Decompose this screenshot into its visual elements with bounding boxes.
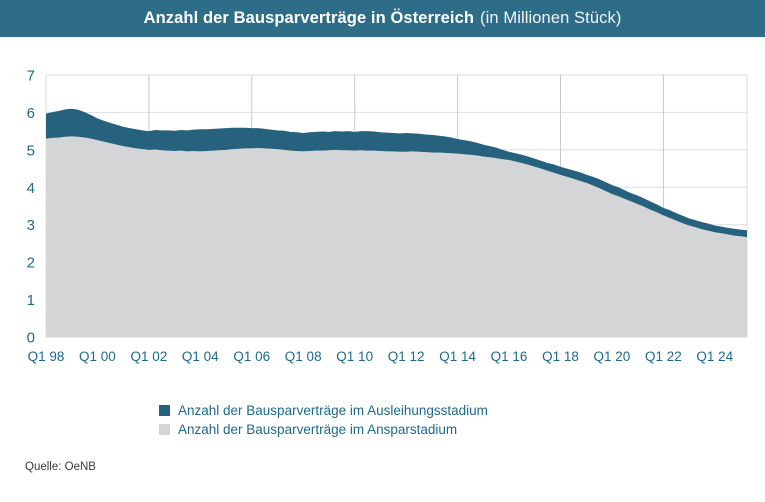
legend-item-ansparstadium: Anzahl der Bausparverträge im Ansparstad…: [159, 420, 488, 439]
chart-title: Anzahl der Bausparverträge in Österreich: [143, 9, 475, 27]
legend-item-ausleihungsstadium: Anzahl der Bausparverträge im Ausleihung…: [159, 401, 488, 420]
chart-title-bar: Anzahl der Bausparverträge in Österreich…: [0, 0, 765, 37]
x-tick-label: Q1 00: [79, 349, 116, 364]
y-tick-label: 6: [27, 105, 35, 122]
chart-legend: Anzahl der Bausparverträge im Ausleihung…: [159, 401, 488, 439]
chart-subtitle: (in Millionen Stück): [480, 9, 622, 27]
x-tick-label: Q1 16: [491, 349, 528, 364]
x-tick-label: Q1 20: [594, 349, 631, 364]
x-tick-label: Q1 04: [182, 349, 219, 364]
x-tick-label: Q1 10: [336, 349, 373, 364]
x-tick-label: Q1 02: [131, 349, 168, 364]
legend-swatch-gray: [159, 424, 170, 435]
x-tick-label: Q1 24: [696, 349, 733, 364]
y-tick-label: 7: [27, 68, 35, 85]
x-tick-label: Q1 18: [542, 349, 579, 364]
y-tick-label: 2: [27, 255, 35, 272]
x-tick-label: Q1 22: [645, 349, 682, 364]
x-tick-label: Q1 12: [388, 349, 425, 364]
legend-label-ansparstadium: Anzahl der Bausparverträge im Ansparstad…: [178, 422, 458, 437]
area-ansparstadium: [46, 136, 747, 337]
legend-label-ausleihungsstadium: Anzahl der Bausparverträge im Ausleihung…: [178, 403, 488, 418]
y-tick-label: 1: [27, 292, 35, 309]
x-tick-label: Q1 06: [233, 349, 270, 364]
y-tick-label: 0: [27, 330, 35, 347]
x-tick-label: Q1 08: [285, 349, 322, 364]
legend-swatch-teal: [159, 405, 170, 416]
y-tick-label: 4: [27, 180, 35, 197]
source-note: Quelle: OeNB: [25, 461, 96, 473]
y-tick-label: 5: [27, 142, 35, 159]
x-tick-label: Q1 98: [28, 349, 65, 364]
y-tick-label: 3: [27, 217, 35, 234]
area-ausleihungsstadium: [46, 108, 747, 238]
x-tick-label: Q1 14: [439, 349, 476, 364]
